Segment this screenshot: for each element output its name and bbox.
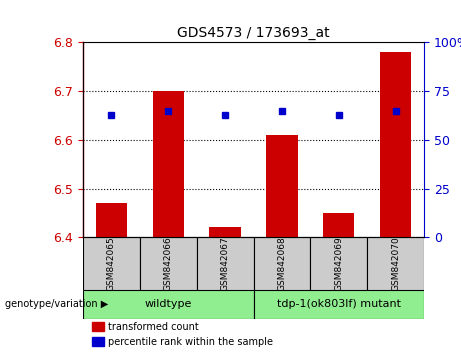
- Bar: [266, 135, 298, 237]
- Bar: [83, 290, 254, 319]
- Bar: [153, 91, 184, 237]
- Bar: [197, 237, 254, 290]
- Text: GSM842067: GSM842067: [221, 236, 230, 291]
- Title: GDS4573 / 173693_at: GDS4573 / 173693_at: [177, 26, 330, 40]
- Bar: [83, 237, 140, 290]
- Bar: [254, 237, 310, 290]
- Text: percentile rank within the sample: percentile rank within the sample: [108, 337, 273, 347]
- Bar: [96, 203, 127, 237]
- Text: genotype/variation ▶: genotype/variation ▶: [5, 299, 108, 309]
- Bar: [254, 290, 424, 319]
- Text: tdp-1(ok803lf) mutant: tdp-1(ok803lf) mutant: [277, 299, 401, 309]
- Text: GSM842065: GSM842065: [107, 236, 116, 291]
- Text: GSM842068: GSM842068: [278, 236, 286, 291]
- Text: GSM842066: GSM842066: [164, 236, 173, 291]
- Text: GSM842070: GSM842070: [391, 236, 400, 291]
- Text: transformed count: transformed count: [108, 322, 199, 332]
- Bar: [140, 237, 197, 290]
- Bar: [367, 237, 424, 290]
- Text: wildtype: wildtype: [145, 299, 192, 309]
- Bar: [380, 52, 411, 237]
- Text: GSM842069: GSM842069: [334, 236, 343, 291]
- Bar: [323, 213, 355, 237]
- Bar: [209, 228, 241, 237]
- Bar: [310, 237, 367, 290]
